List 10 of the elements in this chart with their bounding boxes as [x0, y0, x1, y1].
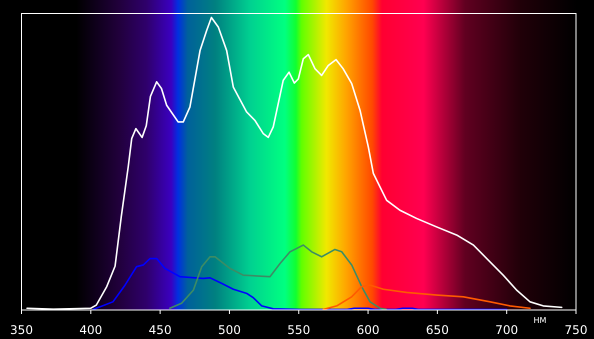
- x-tick-label: 750: [564, 323, 588, 337]
- x-tick-label: 550: [287, 323, 310, 337]
- x-tick-label: 600: [356, 323, 380, 337]
- x-tick-label: 350: [10, 323, 33, 337]
- x-tick-label: 400: [79, 323, 102, 337]
- x-tick-label: 450: [148, 323, 172, 337]
- x-axis-title: НМ: [534, 316, 547, 325]
- x-tick-label: 650: [426, 323, 449, 337]
- x-tick-label: 500: [218, 323, 241, 337]
- x-tick-label: 700: [495, 323, 518, 337]
